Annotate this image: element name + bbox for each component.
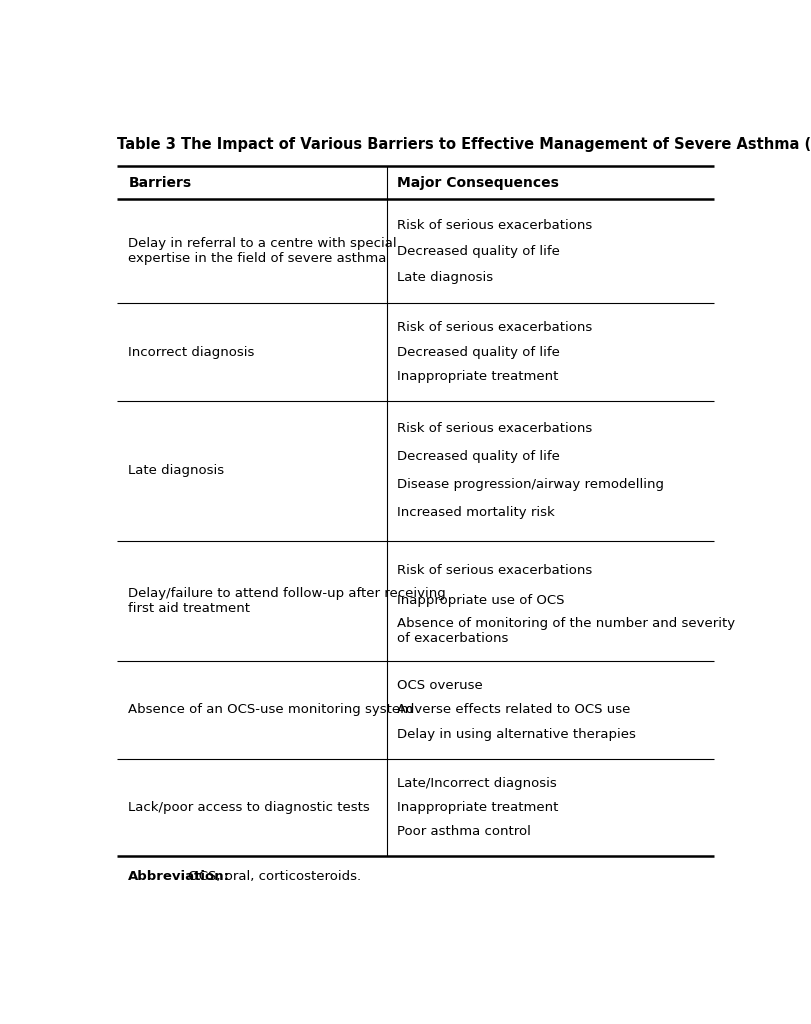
Text: Barriers: Barriers xyxy=(128,176,191,189)
Text: Delay/failure to attend follow-up after receiving
first aid treatment: Delay/failure to attend follow-up after … xyxy=(128,587,446,615)
Text: Disease progression/airway remodelling: Disease progression/airway remodelling xyxy=(397,478,663,492)
Text: Decreased quality of life: Decreased quality of life xyxy=(397,451,560,464)
Text: Risk of serious exacerbations: Risk of serious exacerbations xyxy=(397,322,592,334)
Text: Late diagnosis: Late diagnosis xyxy=(128,464,225,477)
Text: Inappropriate use of OCS: Inappropriate use of OCS xyxy=(397,594,564,607)
Text: Inappropriate treatment: Inappropriate treatment xyxy=(397,801,558,814)
Text: Inappropriate treatment: Inappropriate treatment xyxy=(397,370,558,383)
Text: Major Consequences: Major Consequences xyxy=(397,176,559,189)
Text: Risk of serious exacerbations: Risk of serious exacerbations xyxy=(397,219,592,231)
Text: Abbreviation:: Abbreviation: xyxy=(128,870,230,884)
Text: Risk of serious exacerbations: Risk of serious exacerbations xyxy=(397,564,592,578)
Text: OCS overuse: OCS overuse xyxy=(397,679,483,692)
Text: Decreased quality of life: Decreased quality of life xyxy=(397,245,560,258)
Text: Absence of an OCS-use monitoring system: Absence of an OCS-use monitoring system xyxy=(128,703,414,717)
Text: Absence of monitoring of the number and severity
of exacerbations: Absence of monitoring of the number and … xyxy=(397,617,735,645)
Text: Adverse effects related to OCS use: Adverse effects related to OCS use xyxy=(397,703,630,717)
Text: Delay in using alternative therapies: Delay in using alternative therapies xyxy=(397,728,636,740)
Text: Decreased quality of life: Decreased quality of life xyxy=(397,346,560,358)
Text: Risk of serious exacerbations: Risk of serious exacerbations xyxy=(397,423,592,435)
Text: Increased mortality risk: Increased mortality risk xyxy=(397,506,555,519)
Text: Late diagnosis: Late diagnosis xyxy=(397,271,493,284)
Text: Table 3 The Impact of Various Barriers to Effective Management of Severe Asthma : Table 3 The Impact of Various Barriers t… xyxy=(117,137,811,153)
Text: Late/Incorrect diagnosis: Late/Incorrect diagnosis xyxy=(397,776,556,790)
Text: OCS, oral, corticosteroids.: OCS, oral, corticosteroids. xyxy=(184,870,361,884)
Text: Incorrect diagnosis: Incorrect diagnosis xyxy=(128,346,255,358)
Text: Poor asthma control: Poor asthma control xyxy=(397,825,530,839)
Text: Delay in referral to a centre with special
expertise in the field of severe asth: Delay in referral to a centre with speci… xyxy=(128,238,397,265)
Text: Lack/poor access to diagnostic tests: Lack/poor access to diagnostic tests xyxy=(128,801,370,814)
